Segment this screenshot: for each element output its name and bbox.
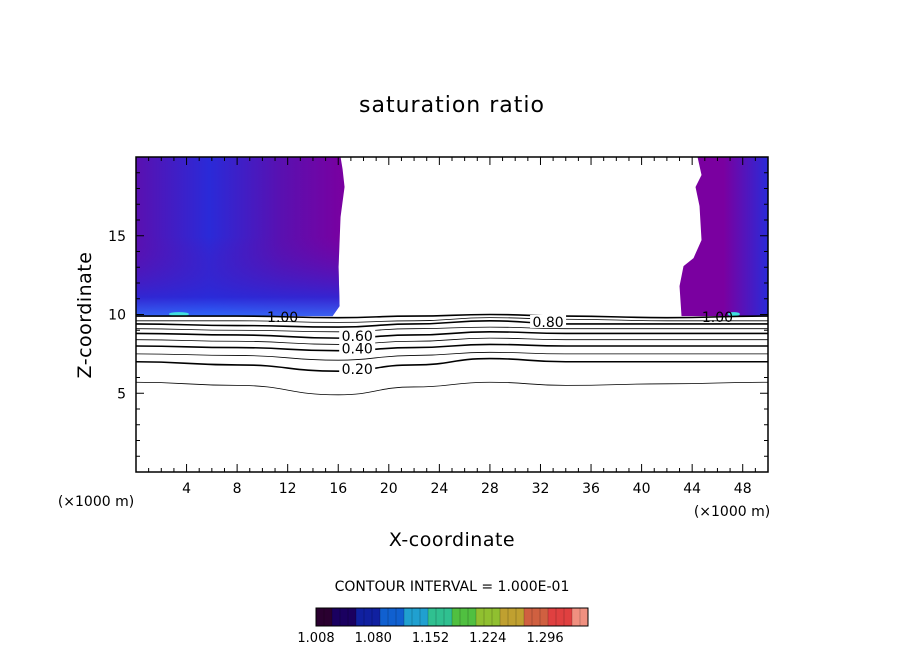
x-axis-label: X-coordinate xyxy=(389,529,515,551)
contour-lines xyxy=(135,313,769,396)
contour-line-0-5 xyxy=(135,337,768,345)
colorbar-cell xyxy=(476,608,485,626)
y-tick-label: 5 xyxy=(117,386,126,402)
x-tick-label: 36 xyxy=(582,481,600,497)
contour-line-0-8 xyxy=(135,319,768,328)
x-tick-label: 4 xyxy=(182,481,191,497)
colorbar-cell xyxy=(444,608,453,626)
saturation-peak-right xyxy=(727,312,740,317)
contour-line-0-2 xyxy=(135,357,768,373)
colorbar-tick-label: 1.224 xyxy=(469,631,506,646)
contour-labels: 1.00 0.80 0.600.40 0.20 1.00 xyxy=(267,310,733,378)
chart-title: saturation ratio xyxy=(359,93,545,118)
supersaturated-region-left-shading xyxy=(136,157,345,317)
colorbar-cell xyxy=(516,608,525,626)
plot-area xyxy=(136,157,768,317)
contour-interval-text: CONTOUR INTERVAL = 1.000E-01 xyxy=(335,579,570,595)
colorbar-cell xyxy=(484,608,493,626)
colorbar-ticks: 1.008 1.080 1.152 1.224 1.296 xyxy=(297,631,563,646)
x-tick-label: 16 xyxy=(329,481,347,497)
colorbar-tick-label: 1.296 xyxy=(526,631,563,646)
colorbar-cell xyxy=(396,608,405,626)
colorbar-cell xyxy=(372,608,381,626)
contour-label-bg xyxy=(530,314,567,328)
x-tick-label: 24 xyxy=(430,481,448,497)
colorbar-cell xyxy=(388,608,397,626)
y-tick-label: 15 xyxy=(108,229,126,245)
x-tick-label: 28 xyxy=(481,481,499,497)
contour-label-0: 1.00 xyxy=(267,310,298,326)
contour-label-5: 1.00 xyxy=(702,310,733,326)
colorbar-cell xyxy=(348,608,357,626)
colorbar-cell xyxy=(316,608,325,626)
colorbar-tick-label: 1.080 xyxy=(355,631,392,646)
colorbar-cell xyxy=(564,608,573,626)
contour-label-bg xyxy=(339,362,376,376)
x-tick-label: 8 xyxy=(233,481,242,497)
colorbar-cell xyxy=(556,608,565,626)
contour-line-0-4 xyxy=(135,343,768,352)
contour-label-2: 0.60 xyxy=(342,329,373,345)
contour-label-4: 0.20 xyxy=(342,362,373,378)
x-tick-label: 44 xyxy=(683,481,701,497)
x-tick-label: 12 xyxy=(279,481,297,497)
colorbar-cell xyxy=(548,608,557,626)
colorbar-cell xyxy=(404,608,413,626)
supersaturated-region-right xyxy=(679,157,768,317)
x-tick-label: 48 xyxy=(734,481,752,497)
colorbar-cell xyxy=(460,608,469,626)
contour-label-bg xyxy=(339,329,376,343)
contour-line-0-9 xyxy=(136,317,768,323)
colorbar-cell xyxy=(356,608,365,626)
colorbar-cell xyxy=(508,608,517,626)
contour-label-3: 0.40 xyxy=(342,342,373,358)
colorbar-cell xyxy=(468,608,477,626)
colorbar-cell xyxy=(436,608,445,626)
colorbar-cell xyxy=(452,608,461,626)
colorbar xyxy=(315,607,589,627)
colorbar-cell xyxy=(580,608,589,626)
y-axis-label: Z-coordinate xyxy=(74,252,96,379)
colorbar-cell xyxy=(340,608,349,626)
colorbar-tick-label: 1.152 xyxy=(412,631,449,646)
colorbar-tick-label: 1.008 xyxy=(297,631,334,646)
colorbar-cell xyxy=(428,608,437,626)
colorbar-cell xyxy=(524,608,533,626)
contour-line-0-6 xyxy=(135,331,768,339)
x-tick-label: 32 xyxy=(532,481,550,497)
contour-line-0-1 xyxy=(135,381,769,396)
contour-line-0-3 xyxy=(135,351,768,361)
contour-line-1-0 xyxy=(135,313,769,319)
colorbar-cell xyxy=(364,608,373,626)
x-unit-right: (×1000 m) xyxy=(694,504,770,520)
y-tick-label: 10 xyxy=(108,308,126,324)
colorbar-cell xyxy=(492,608,501,626)
x-tick-label: 40 xyxy=(633,481,651,497)
colorbar-cell xyxy=(412,608,421,626)
contour-line-0-7 xyxy=(135,326,768,333)
x-unit-left: (×1000 m) xyxy=(58,494,134,510)
colorbar-cell xyxy=(332,608,341,626)
x-tick-label: 20 xyxy=(380,481,398,497)
colorbar-cell xyxy=(540,608,549,626)
colorbar-cell xyxy=(324,608,333,626)
colorbar-frame xyxy=(315,607,589,627)
colorbar-cell xyxy=(532,608,541,626)
colorbar-cell xyxy=(380,608,389,626)
colorbar-cell xyxy=(420,608,429,626)
contour-label-bg xyxy=(339,341,376,355)
colorbar-cell xyxy=(500,608,509,626)
colorbar-cell xyxy=(572,608,581,626)
contour-label-1: 0.80 xyxy=(532,315,563,331)
saturation-peak-left xyxy=(168,312,189,317)
